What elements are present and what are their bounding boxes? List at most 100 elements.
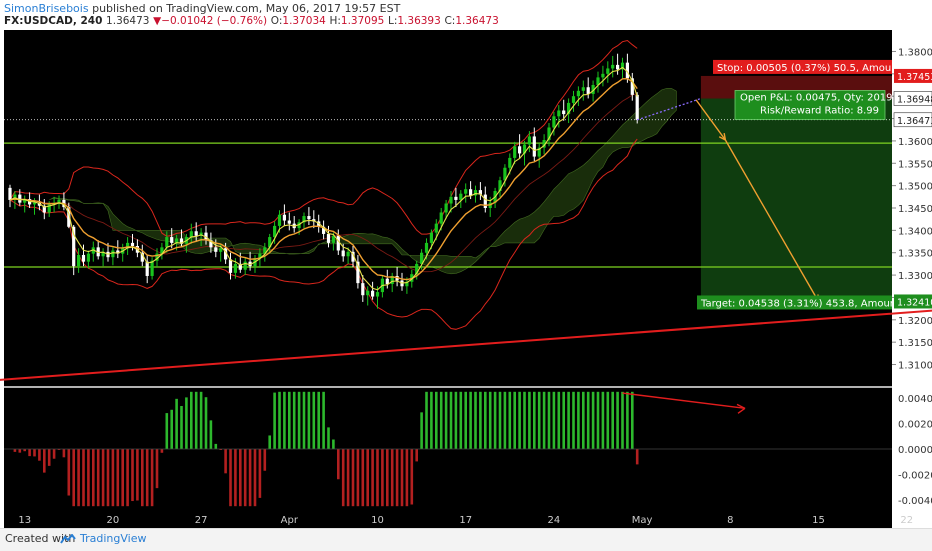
candle-35 [179,229,184,248]
ohlc-low-value: 1.36393 [397,15,441,27]
price-tick-9: 1.33500 [898,249,932,260]
bollinger-lower [9,138,638,330]
candle-31 [160,242,164,260]
tradingview-brand[interactable]: TradingView [80,532,147,545]
candle-116 [576,86,580,107]
time-axis-bar [4,510,892,528]
price-label-bg-2 [893,112,932,128]
symbol-name: FX:USDCAD, 240 [4,15,103,27]
footer-bar: Created with TradingView [0,528,932,551]
rising-trendline [0,309,932,381]
ohlc-high-key: H: [329,15,341,27]
candle-61 [307,207,311,225]
candle-64 [322,220,326,240]
price-tick-5: 1.35500 [898,159,932,170]
candle-37 [189,223,193,244]
candle-103 [513,141,517,165]
candle-69 [346,247,350,264]
candle-24 [126,237,130,255]
price-change: −0.01042 (−0.76%) [161,15,268,27]
oscillator-tick-4: -0.0040 [898,496,932,507]
candle-67 [336,229,340,255]
oscillator-tick-2: 0.0000 [898,445,932,456]
price-tick-0: 1.38000 [898,47,932,58]
candle-121 [601,65,605,87]
stop-label-bg [713,59,892,74]
candle-106 [527,131,531,153]
price-tick-13: 1.31500 [898,338,932,349]
candle-77 [385,269,389,289]
ichimoku-cloud [49,88,677,275]
price-label-2: 1.36473 [897,116,932,127]
candle-52 [263,242,267,262]
oscillator-tick-1: 0.0020 [898,420,932,431]
candle-14 [77,248,81,273]
candle-93 [464,183,468,203]
ohlc-close-value: 1.36473 [455,15,499,27]
target-zone [700,98,892,302]
candle-126 [625,53,629,83]
candle-43 [219,244,223,262]
price-label-bg-1 [893,91,932,106]
time-tick-10: 22 [900,515,913,526]
candle-71 [356,254,360,289]
target-label: Target: 0.04538 (3.31%) 453.8, Amount: 1… [700,298,919,309]
ohlc-open-value: 1.37034 [282,15,326,27]
candle-89 [444,199,448,220]
ohlc-low-key: L: [387,15,398,27]
candle-123 [611,55,615,78]
candle-15 [81,244,86,267]
candle-39 [199,228,203,247]
time-tick-5: 17 [459,515,472,526]
candle-92 [459,190,463,208]
price-label-1: 1.36948 [897,95,932,106]
candle-57 [287,212,291,231]
candle-25 [130,233,135,251]
time-tick-3: Apr [281,515,299,526]
candle-21 [111,247,115,266]
candle-41 [209,232,213,253]
projection-arrowhead-0 [718,133,727,141]
candle-7 [42,199,46,220]
candle-101 [503,164,507,187]
risk-reward-text: Risk/Reward Ratio: 8.99 [760,106,879,117]
candle-113 [562,99,566,121]
ohlc-open-key: O: [270,15,283,27]
candle-120 [596,71,600,93]
price-tick-6: 1.35000 [898,182,932,193]
candle-91 [454,187,458,208]
projection-leg-0 [695,99,726,141]
candle-128 [635,92,639,124]
oscillator-tick-0: 0.0040 [898,394,932,405]
author-link[interactable]: SimonBrisebois [4,2,89,15]
candle-65 [326,225,331,248]
time-tick-7: May [632,515,653,526]
candle-32 [165,231,169,253]
candle-22 [116,240,120,259]
oscillator-tick-3: -0.0020 [898,470,932,481]
candle-70 [351,246,355,268]
price-pane [4,30,892,386]
candle-48 [243,257,247,276]
candle-78 [390,272,394,293]
candle-2 [18,189,22,206]
publish-info: published on TradingView.com, May 06, 20… [92,2,401,15]
candle-127 [630,72,634,101]
time-tick-6: 24 [548,515,561,526]
publish-line: SimonBrisebois published on TradingView.… [4,2,400,15]
price-tick-10: 1.33000 [898,271,932,282]
created-with-text: Created with [5,532,76,545]
projection-leg-1 [724,139,820,302]
price-label-0: 1.37453 [897,72,932,83]
candle-54 [273,221,277,244]
price-chart[interactable]: Stop: 0.00505 (0.37%) 50.5, Amount: 2 Tar… [0,30,932,528]
pnl-text: Open P&L: 0.00475, Qty: 201980 [740,93,905,104]
candle-3 [23,195,27,213]
candle-114 [567,98,571,124]
candle-73 [366,286,370,306]
ema-fast [9,66,638,291]
time-tick-0: 13 [18,515,31,526]
price-tick-4: 1.36000 [898,137,932,148]
candle-74 [371,281,375,300]
